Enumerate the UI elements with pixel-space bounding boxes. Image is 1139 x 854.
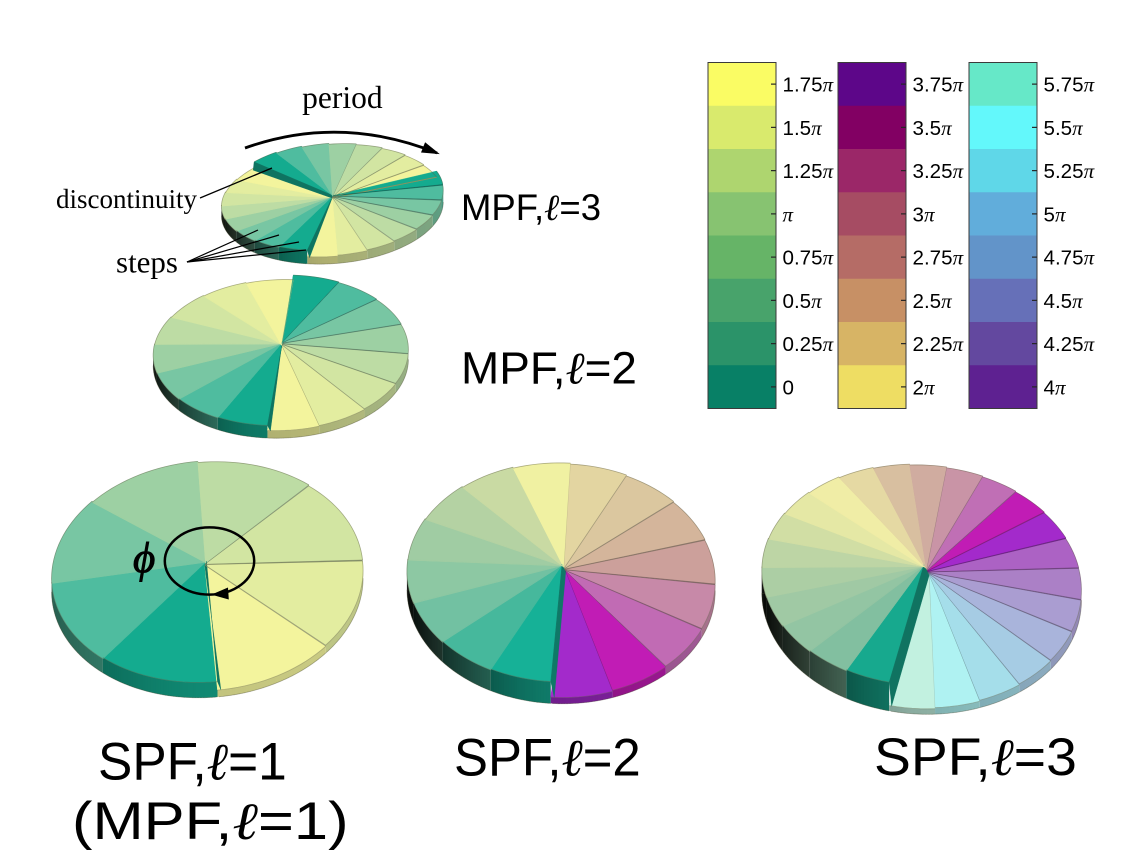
svg-text:3.25π: 3.25π — [913, 159, 964, 183]
svg-text:2.25π: 2.25π — [913, 332, 964, 356]
svg-text:SPF,ℓ=1: SPF,ℓ=1 — [98, 733, 287, 792]
svg-text:1.5π: 1.5π — [783, 116, 823, 140]
svg-text:2.5π: 2.5π — [913, 289, 953, 313]
svg-text:5π: 5π — [1044, 202, 1066, 226]
svg-text:3.75π: 3.75π — [913, 73, 964, 97]
svg-text:4.5π: 4.5π — [1044, 289, 1084, 313]
svg-text:discontinuity: discontinuity — [56, 184, 197, 214]
svg-text:4π: 4π — [1044, 375, 1066, 399]
svg-text:period: period — [302, 80, 383, 115]
svg-text:1.75π: 1.75π — [783, 73, 834, 97]
svg-text:ϕ: ϕ — [133, 535, 155, 582]
svg-text:SPF,ℓ=3: SPF,ℓ=3 — [874, 728, 1077, 786]
svg-text:0: 0 — [783, 376, 794, 399]
svg-text:0.25π: 0.25π — [783, 332, 834, 356]
svg-text:3.5π: 3.5π — [913, 116, 953, 140]
svg-text:π: π — [783, 202, 794, 226]
svg-text:0.5π: 0.5π — [783, 289, 823, 313]
svg-text:(MPF,ℓ=1): (MPF,ℓ=1) — [72, 792, 349, 851]
svg-text:4.75π: 4.75π — [1044, 246, 1095, 270]
svg-text:2π: 2π — [913, 375, 935, 399]
svg-text:2.75π: 2.75π — [913, 246, 964, 270]
svg-text:MPF,ℓ=2: MPF,ℓ=2 — [461, 343, 637, 393]
svg-text:0.75π: 0.75π — [783, 246, 834, 270]
svg-text:MPF,ℓ=3: MPF,ℓ=3 — [461, 187, 601, 228]
svg-text:1.25π: 1.25π — [783, 159, 834, 183]
svg-text:5.75π: 5.75π — [1044, 73, 1095, 97]
svg-text:3π: 3π — [913, 202, 935, 226]
svg-text:4.25π: 4.25π — [1044, 332, 1095, 356]
svg-text:5.25π: 5.25π — [1044, 159, 1095, 183]
svg-text:steps: steps — [116, 245, 178, 280]
svg-text:5.5π: 5.5π — [1044, 116, 1084, 140]
svg-text:SPF,ℓ=2: SPF,ℓ=2 — [454, 728, 641, 788]
